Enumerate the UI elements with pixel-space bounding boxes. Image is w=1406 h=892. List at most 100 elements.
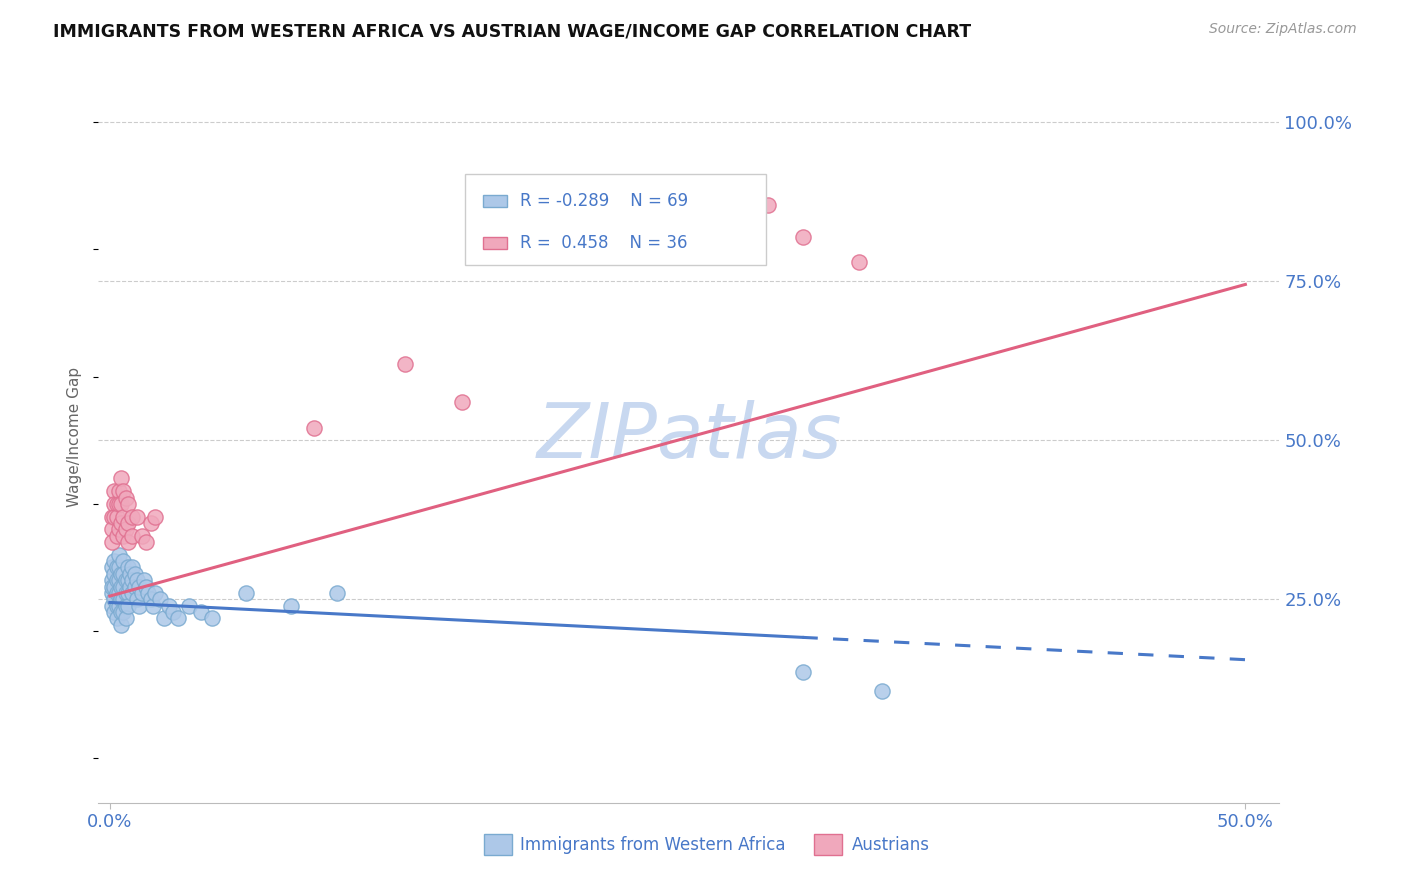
Point	[101, 535, 124, 549]
Point	[139, 516, 162, 530]
Point	[101, 522, 124, 536]
Point	[112, 592, 135, 607]
Point	[114, 611, 136, 625]
Point	[103, 509, 125, 524]
Point	[125, 509, 148, 524]
Point	[121, 509, 143, 524]
Point	[153, 611, 176, 625]
Point	[848, 255, 870, 269]
Point	[110, 592, 132, 607]
Point	[108, 497, 131, 511]
Point	[108, 599, 131, 613]
Text: Austrians: Austrians	[852, 836, 929, 854]
Point	[112, 554, 135, 568]
Point	[108, 560, 131, 574]
Point	[114, 599, 136, 613]
Point	[101, 586, 124, 600]
Point	[125, 573, 148, 587]
Point	[108, 573, 131, 587]
FancyBboxPatch shape	[464, 174, 766, 265]
Point	[108, 484, 131, 499]
Point	[121, 573, 143, 587]
Text: Source: ZipAtlas.com: Source: ZipAtlas.com	[1209, 22, 1357, 37]
Point	[110, 471, 132, 485]
Point	[110, 605, 132, 619]
Point	[143, 509, 166, 524]
Point	[131, 586, 153, 600]
Point	[112, 484, 135, 499]
Point	[124, 566, 146, 581]
Point	[149, 592, 172, 607]
Point	[114, 522, 136, 536]
Point	[108, 522, 131, 536]
Text: R = -0.289    N = 69: R = -0.289 N = 69	[520, 192, 688, 210]
Point	[125, 592, 148, 607]
Point	[124, 580, 146, 594]
Point	[110, 617, 132, 632]
Point	[110, 516, 132, 530]
Point	[235, 586, 257, 600]
Point	[201, 611, 224, 625]
Point	[103, 580, 125, 594]
Point	[167, 611, 190, 625]
Text: Immigrants from Western Africa: Immigrants from Western Africa	[520, 836, 786, 854]
Point	[758, 198, 780, 212]
Point	[105, 560, 128, 574]
Point	[112, 566, 135, 581]
Point	[114, 586, 136, 600]
Point	[103, 497, 125, 511]
Point	[157, 599, 180, 613]
FancyBboxPatch shape	[484, 237, 508, 249]
Point	[128, 599, 150, 613]
Point	[138, 586, 160, 600]
Point	[117, 497, 139, 511]
Point	[120, 580, 142, 594]
Point	[105, 509, 128, 524]
Point	[162, 605, 184, 619]
Point	[105, 497, 128, 511]
Point	[105, 599, 128, 613]
Point	[132, 573, 155, 587]
Point	[792, 665, 814, 680]
Point	[121, 529, 143, 543]
Point	[103, 605, 125, 619]
Point	[108, 548, 131, 562]
Point	[110, 497, 132, 511]
Point	[112, 580, 135, 594]
Point	[108, 586, 131, 600]
Text: R =  0.458    N = 36: R = 0.458 N = 36	[520, 234, 688, 252]
Point	[101, 573, 124, 587]
Point	[110, 566, 132, 581]
Point	[121, 586, 143, 600]
Point	[110, 580, 132, 594]
Point	[135, 535, 157, 549]
Point	[302, 420, 325, 434]
Point	[131, 529, 153, 543]
Point	[117, 560, 139, 574]
Point	[135, 580, 157, 594]
Point	[112, 529, 135, 543]
Point	[101, 599, 124, 613]
Point	[792, 229, 814, 244]
Point	[103, 554, 125, 568]
Point	[114, 573, 136, 587]
Point	[120, 566, 142, 581]
Point	[103, 484, 125, 499]
Point	[105, 573, 128, 587]
Point	[105, 529, 128, 543]
Point	[128, 580, 150, 594]
Point	[101, 580, 124, 594]
Point	[117, 599, 139, 613]
Point	[117, 586, 139, 600]
Point	[105, 586, 128, 600]
Point	[112, 509, 135, 524]
Point	[121, 560, 143, 574]
Point	[394, 357, 416, 371]
Point	[101, 560, 124, 574]
Y-axis label: Wage/Income Gap: Wage/Income Gap	[67, 367, 83, 508]
Point	[117, 516, 139, 530]
Point	[112, 605, 135, 619]
Point	[101, 509, 124, 524]
Point	[114, 491, 136, 505]
Text: IMMIGRANTS FROM WESTERN AFRICA VS AUSTRIAN WAGE/INCOME GAP CORRELATION CHART: IMMIGRANTS FROM WESTERN AFRICA VS AUSTRI…	[53, 22, 972, 40]
